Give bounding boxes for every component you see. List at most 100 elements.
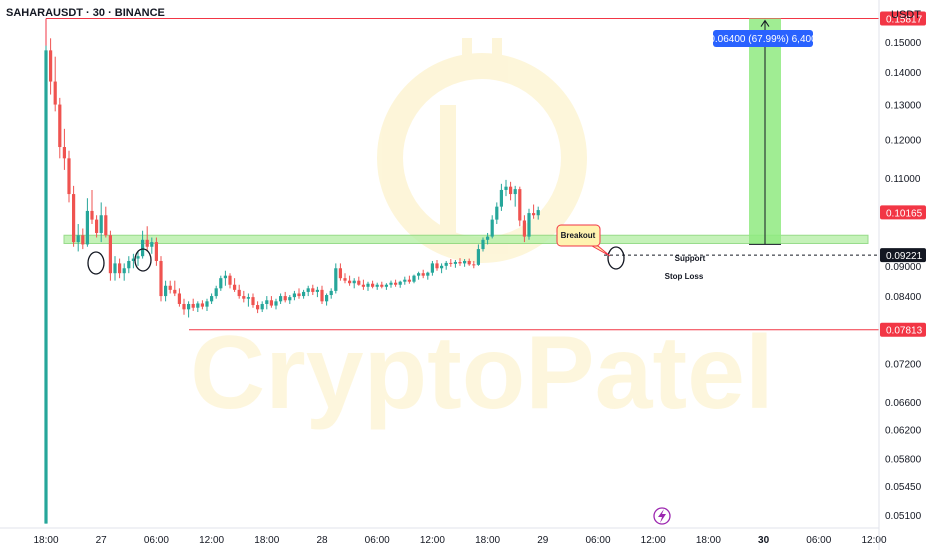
- price-tag-resistance-bg: [880, 11, 926, 26]
- candle-body: [311, 288, 315, 292]
- candle-body: [136, 256, 140, 259]
- candle-body: [223, 275, 227, 279]
- candle-body: [49, 50, 53, 82]
- support-zone: [63, 234, 869, 244]
- candle-body: [292, 293, 296, 298]
- candle-body: [191, 303, 195, 308]
- candle-body: [95, 219, 99, 233]
- candle-body: [522, 220, 526, 237]
- candle-body: [200, 303, 204, 307]
- x-tick-label: 27: [96, 535, 108, 546]
- candle-body: [394, 282, 398, 285]
- candle-body: [417, 273, 421, 276]
- marker-circle: [87, 251, 105, 275]
- y-tick-label: 0.05800: [885, 455, 922, 466]
- candle-body: [504, 186, 508, 190]
- candle-body: [113, 263, 117, 274]
- candle-body: [343, 278, 347, 281]
- candle-body: [154, 242, 158, 261]
- x-tick-label: 30: [758, 535, 770, 546]
- candle-body: [412, 275, 416, 282]
- candle-body: [407, 279, 411, 282]
- y-tick-label: 0.06600: [885, 398, 922, 409]
- x-tick-label: 18:00: [696, 535, 721, 546]
- x-tick-label: 18:00: [475, 535, 500, 546]
- candle-body: [131, 258, 135, 261]
- x-tick-label: 18:00: [254, 535, 279, 546]
- candle-body: [76, 235, 80, 243]
- price-tag-stop-loss-bg: [880, 248, 926, 263]
- candle-body: [384, 284, 388, 287]
- candle-body: [279, 296, 283, 302]
- symbol-title[interactable]: SAHARAUSDT · 30 · BINANCE: [6, 7, 165, 19]
- candle-body: [518, 189, 522, 221]
- candle-body: [228, 275, 232, 285]
- candle-body: [53, 81, 57, 105]
- candle-body: [283, 296, 287, 301]
- candle-body: [476, 249, 480, 265]
- currency-label[interactable]: USDT: [891, 9, 921, 21]
- y-tick-label: 0.05100: [885, 511, 922, 522]
- x-tick-label: 12:00: [199, 535, 224, 546]
- y-tick-label: 0.06200: [885, 425, 922, 436]
- candle-body: [269, 300, 273, 306]
- candle-body: [463, 260, 467, 264]
- candle-body: [246, 297, 250, 299]
- candle-body: [472, 264, 476, 266]
- breakout-callout-box: [556, 224, 601, 247]
- candle-body: [219, 278, 223, 289]
- candle-body: [150, 242, 154, 247]
- candle-body: [205, 301, 209, 307]
- lightning-icon[interactable]: [653, 507, 671, 525]
- price-tag-support-low: 0.07813: [886, 326, 923, 337]
- candle-body: [122, 268, 126, 274]
- breakout-label: Breakout: [561, 231, 596, 240]
- candle-body: [366, 283, 370, 287]
- candle-body: [90, 210, 94, 220]
- candle-body: [320, 289, 324, 302]
- candle-body: [426, 272, 430, 276]
- measure-arrow-head: [760, 19, 770, 27]
- candle-body: [196, 303, 200, 308]
- y-tick-label: 0.11000: [885, 174, 921, 185]
- candle-body: [513, 189, 517, 195]
- y-tick-label: 0.13000: [885, 101, 922, 112]
- candle-body: [329, 290, 333, 296]
- marker-circle: [607, 246, 625, 270]
- candle-body: [237, 289, 241, 297]
- candle-body: [159, 260, 163, 297]
- price-tag-stop-loss: 0.09221: [886, 251, 923, 262]
- support-label: Support: [675, 254, 706, 263]
- marker-circle: [134, 248, 152, 272]
- candle-body: [58, 104, 62, 148]
- candle-body: [481, 239, 485, 250]
- candle-body: [141, 239, 145, 257]
- candle-body: [288, 297, 292, 301]
- price-tag-support-low-bg: [880, 322, 926, 337]
- candle-body: [334, 268, 338, 291]
- candle-body: [182, 303, 186, 310]
- candle-body: [375, 284, 379, 287]
- candle-body: [458, 261, 462, 264]
- y-tick-label: 0.07200: [885, 360, 922, 371]
- candle-body: [361, 284, 365, 287]
- x-tick-label: 18:00: [33, 535, 58, 546]
- watermark-logo: [377, 38, 587, 263]
- y-tick-label: 0.09000: [885, 262, 922, 273]
- candle-body: [62, 147, 66, 159]
- candle-body: [187, 303, 191, 310]
- x-tick-label: 12:00: [641, 535, 666, 546]
- candle-body: [251, 297, 255, 306]
- candle-body: [67, 158, 71, 195]
- stop-loss-label: Stop Loss: [665, 272, 704, 281]
- candle-body: [85, 210, 89, 245]
- candle-body: [449, 262, 453, 264]
- candle-body: [164, 285, 168, 297]
- candle-body: [127, 260, 131, 269]
- candle-body: [499, 189, 503, 207]
- candle-body: [338, 268, 342, 279]
- candle-body: [444, 262, 448, 266]
- measure-label-bg: [713, 30, 813, 47]
- y-tick-label: 0.14000: [885, 68, 922, 79]
